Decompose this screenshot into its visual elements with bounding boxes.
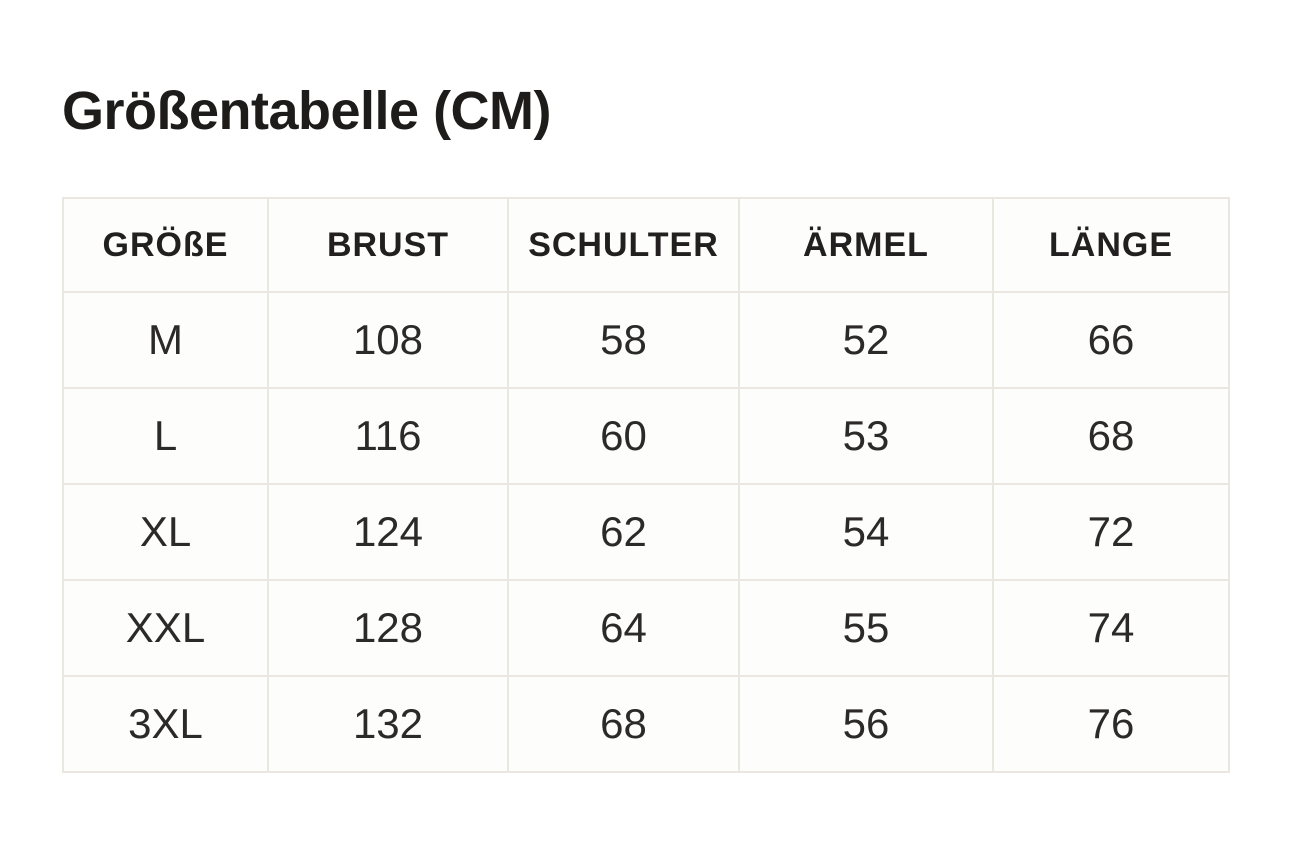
- table-cell: 108: [267, 291, 509, 389]
- table-cell: 116: [267, 387, 509, 485]
- table-row: L 116 60 53 68: [62, 387, 1230, 485]
- table-cell: 72: [992, 483, 1230, 581]
- table-cell: 64: [507, 579, 740, 677]
- table-cell: 60: [507, 387, 740, 485]
- table-cell: 58: [507, 291, 740, 389]
- table-cell: 76: [992, 675, 1230, 773]
- table-header-row: GRÖßE BRUST SCHULTER ÄRMEL LÄNGE: [62, 197, 1230, 293]
- header-groesse: GRÖßE: [62, 197, 269, 293]
- table-row: 3XL 132 68 56 76: [62, 675, 1230, 773]
- table-row: XXL 128 64 55 74: [62, 579, 1230, 677]
- table-row: XL 124 62 54 72: [62, 483, 1230, 581]
- size-cell: M: [62, 291, 269, 389]
- table-row: M 108 58 52 66: [62, 291, 1230, 389]
- header-brust: BRUST: [267, 197, 509, 293]
- table-cell: 68: [992, 387, 1230, 485]
- table-cell: 74: [992, 579, 1230, 677]
- table-cell: 128: [267, 579, 509, 677]
- table-cell: 54: [738, 483, 994, 581]
- page-title: Größentabelle (CM): [62, 81, 552, 141]
- header-aermel: ÄRMEL: [738, 197, 994, 293]
- size-cell: L: [62, 387, 269, 485]
- table-cell: 53: [738, 387, 994, 485]
- table-cell: 124: [267, 483, 509, 581]
- table-cell: 52: [738, 291, 994, 389]
- size-cell: XL: [62, 483, 269, 581]
- header-schulter: SCHULTER: [507, 197, 740, 293]
- size-cell: 3XL: [62, 675, 269, 773]
- table-cell: 55: [738, 579, 994, 677]
- table-cell: 132: [267, 675, 509, 773]
- table-cell: 62: [507, 483, 740, 581]
- header-laenge: LÄNGE: [992, 197, 1230, 293]
- table-cell: 56: [738, 675, 994, 773]
- size-cell: XXL: [62, 579, 269, 677]
- size-table: GRÖßE BRUST SCHULTER ÄRMEL LÄNGE M 108 5…: [62, 197, 1230, 773]
- table-cell: 66: [992, 291, 1230, 389]
- table-cell: 68: [507, 675, 740, 773]
